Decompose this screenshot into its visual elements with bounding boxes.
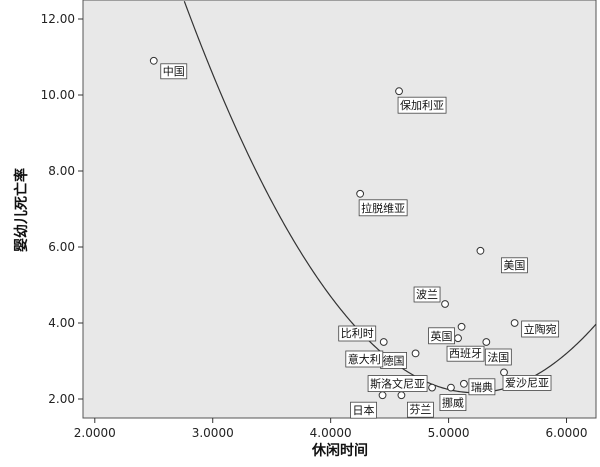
point-label-text: 挪威 <box>442 396 464 410</box>
point-label: 德国 <box>380 351 407 369</box>
point-label-box <box>358 199 408 217</box>
data-point <box>460 379 468 388</box>
point-label-box <box>345 350 384 368</box>
data-point <box>395 87 403 96</box>
point-label-box <box>428 327 455 345</box>
data-point <box>454 334 462 343</box>
x-axis: 2.0000 3.0000 4.0000 5.0000 6.0000 <box>74 418 588 440</box>
point-label-box <box>338 325 377 342</box>
point-label-box <box>521 320 560 338</box>
data-point <box>500 368 508 377</box>
y-tick-label: 12.00 <box>41 12 75 26</box>
data-point <box>378 391 387 400</box>
point-label-box <box>350 401 377 419</box>
point-label-box <box>501 257 528 274</box>
point-label-text: 意大利 <box>348 352 381 366</box>
point-label: 美国 <box>501 257 528 274</box>
x-tick-label: 3.0000 <box>192 426 234 440</box>
point-label: 斯洛文尼亚 <box>367 375 428 393</box>
data-point <box>476 246 485 255</box>
y-axis: 2.00 4.00 6.00 8.00 10.00 12.00 <box>41 12 83 406</box>
point-label-box <box>484 348 512 366</box>
plot-area <box>82 0 597 419</box>
data-point <box>356 189 365 198</box>
point-label: 挪威 <box>439 394 467 412</box>
y-tick-label: 8.00 <box>48 164 75 178</box>
point-label: 法国 <box>484 348 512 366</box>
point-label: 瑞典 <box>468 378 496 396</box>
point-label-text: 日本 <box>353 403 375 417</box>
y-tick-label: 2.00 <box>48 392 75 406</box>
data-point <box>447 383 455 392</box>
point-label: 拉脱维亚 <box>358 199 408 217</box>
y-axis-title: 婴幼儿死亡率 <box>13 168 30 252</box>
point-label-text: 斯洛文尼亚 <box>370 377 425 391</box>
point-labels: 中国保加利亚拉脱维亚美国波兰英国 立陶宛 比利时德国 西班牙 法国 意大利斯洛文尼亚 瑞典爱… <box>160 63 560 419</box>
y-tick-label: 10.00 <box>41 88 75 102</box>
x-tick-label: 6.0000 <box>546 426 588 440</box>
x-tick-label: 4.0000 <box>310 426 352 440</box>
point-label-box <box>446 345 485 362</box>
point-label-box <box>407 401 434 418</box>
point-label: 西班牙 <box>446 345 485 362</box>
point-label-box <box>397 96 447 114</box>
point-label-text: 保加利亚 <box>400 98 444 112</box>
point-label-text: 英国 <box>431 329 453 343</box>
x-tick-label: 2.0000 <box>74 426 116 440</box>
data-point <box>510 319 519 327</box>
data-points <box>149 56 519 400</box>
point-label: 波兰 <box>413 286 441 303</box>
data-point <box>397 391 406 400</box>
x-axis-title: 休闲时间 <box>311 442 368 459</box>
point-label-box <box>439 394 467 412</box>
point-label-text: 波兰 <box>416 288 438 301</box>
point-label: 英国 <box>428 327 455 345</box>
point-label: 芬兰 <box>407 401 434 418</box>
point-label-box <box>413 286 441 303</box>
point-label: 保加利亚 <box>397 96 447 114</box>
point-label: 中国 <box>160 63 188 80</box>
data-point <box>149 56 158 65</box>
point-label-text: 西班牙 <box>449 347 482 360</box>
point-label-text: 中国 <box>163 65 185 78</box>
point-label-text: 美国 <box>503 259 525 272</box>
y-tick-label: 6.00 <box>48 240 75 254</box>
point-label-box <box>502 374 552 391</box>
data-point <box>411 349 420 358</box>
point-label-text: 法国 <box>487 350 509 364</box>
data-point <box>428 383 436 392</box>
point-label-text: 爱沙尼亚 <box>505 376 549 389</box>
point-label: 爱沙尼亚 <box>502 374 552 391</box>
y-tick-label: 4.00 <box>48 316 75 330</box>
point-label: 日本 <box>350 401 377 419</box>
point-label-text: 拉脱维亚 <box>361 201 405 215</box>
point-label-box <box>367 375 428 393</box>
point-label-text: 比利时 <box>341 327 374 340</box>
data-point <box>457 322 466 331</box>
point-label-box <box>468 378 496 396</box>
point-label: 意大利 <box>345 350 384 368</box>
point-label-text: 立陶宛 <box>524 322 557 336</box>
data-point <box>482 338 491 346</box>
point-label: 立陶宛 <box>521 320 560 338</box>
data-point <box>441 300 449 308</box>
point-label: 比利时 <box>338 325 377 342</box>
point-label-text: 德国 <box>383 353 405 367</box>
point-label-box <box>160 63 188 80</box>
data-point <box>379 338 388 346</box>
point-label-text: 瑞典 <box>471 380 493 394</box>
x-tick-label: 5.0000 <box>428 426 470 440</box>
point-label-text: 芬兰 <box>409 403 431 416</box>
